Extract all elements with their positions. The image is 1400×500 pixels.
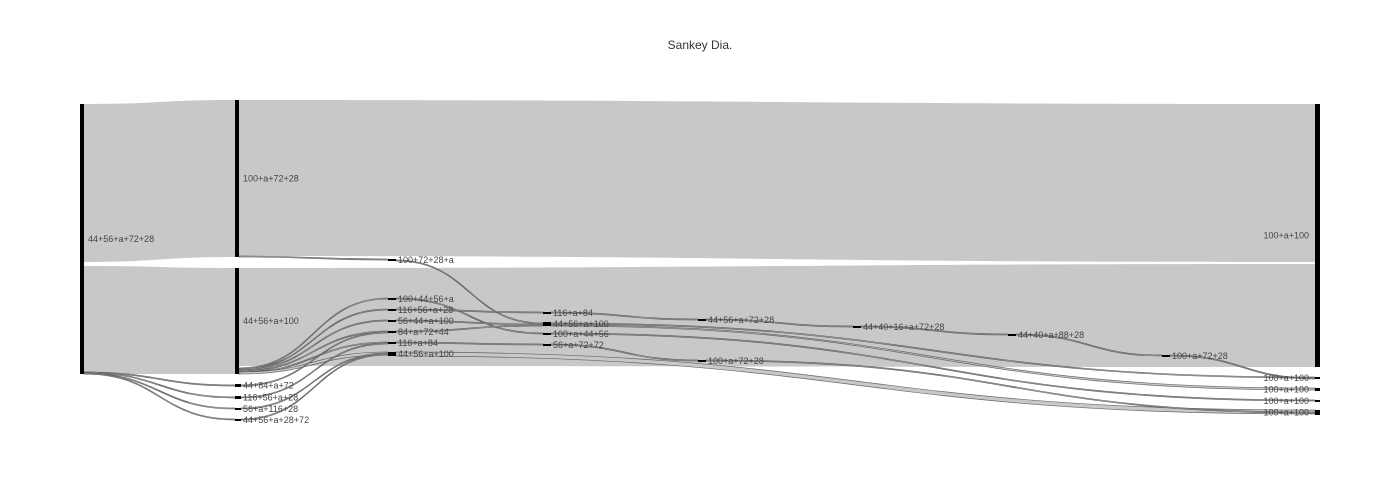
- nodes-layer: [80, 100, 1320, 421]
- sankey-node: [235, 419, 241, 421]
- sankey-node: [388, 342, 396, 344]
- sankey-node-label: 44+56+a+100: [553, 319, 609, 329]
- sankey-node: [388, 320, 396, 322]
- sankey-node: [235, 384, 241, 387]
- sankey-node-label: 84+a+72+44: [398, 327, 449, 337]
- sankey-node-label: 100+72+28+a: [398, 255, 454, 265]
- sankey-node: [388, 331, 396, 333]
- sankey-node-label: 100+a+100: [1263, 231, 1309, 241]
- sankey-node-label: 100+a+100: [1263, 408, 1309, 418]
- sankey-node: [1315, 400, 1320, 402]
- sankey-node: [1315, 104, 1320, 367]
- sankey-node-label: 116+56+a+28: [243, 393, 298, 403]
- sankey-node-label: 44+56+a+72+28: [708, 315, 774, 325]
- sankey-node: [80, 104, 84, 374]
- sankey-node: [1315, 388, 1320, 391]
- sankey-node-label: 100+a+100: [1263, 373, 1309, 383]
- sankey-node: [543, 312, 551, 314]
- sankey-node: [235, 396, 241, 399]
- sankey-node-label: 56+a+72+72: [553, 340, 604, 350]
- sankey-node: [388, 298, 396, 300]
- sankey-node: [1162, 355, 1170, 357]
- chart-title: Sankey Dia.: [667, 38, 733, 52]
- sankey-node-label: 100+a+44+56: [553, 329, 609, 339]
- sankey-node-label: 100+a+100: [1263, 385, 1309, 395]
- sankey-node: [1008, 334, 1016, 336]
- sankey-node: [543, 344, 551, 346]
- sankey-node: [235, 100, 239, 257]
- labels-layer: 44+56+a+72+28 100+a+72+28 44+56+a+100 44+84…: [88, 174, 1309, 426]
- sankey-node: [698, 319, 706, 321]
- sankey-node-label: 44+56+a+100: [243, 316, 299, 326]
- sankey-link: [84, 266, 235, 374]
- sankey-node-label: 44+56+a+100: [398, 349, 454, 359]
- sankey-node: [698, 360, 706, 362]
- sankey-node-label: 44+56+a+72+28: [88, 234, 154, 244]
- sankey-node-label: 100+44+56+a: [398, 294, 454, 304]
- sankey-node: [388, 309, 396, 311]
- sankey-node: [235, 268, 239, 374]
- sankey-node-label: 100+a+72+28: [243, 174, 299, 184]
- sankey-link: [238, 255, 389, 261]
- sankey-node-label: 116+a+84: [398, 338, 438, 348]
- sankey-link: [239, 100, 1315, 262]
- sankey-node: [543, 322, 551, 326]
- sankey-node-label: 44+40+16+a+72+28: [863, 322, 944, 332]
- sankey-link: [239, 264, 1315, 367]
- sankey-node: [1315, 377, 1320, 379]
- links-layer: [83, 100, 1316, 421]
- sankey-node-label: 116+a+84: [553, 308, 593, 318]
- sankey-node-label: 56+44+a+100: [398, 316, 454, 326]
- sankey-node: [388, 352, 396, 356]
- sankey-node: [388, 259, 396, 261]
- sankey-node-label: 100+a+72+28: [1172, 351, 1228, 361]
- sankey-node-label: 56+a+116+28: [243, 404, 298, 414]
- sankey-node-label: 100+a+100: [1263, 396, 1309, 406]
- sankey-node: [235, 408, 241, 410]
- sankey-node-label: 44+40+a+88+28: [1018, 330, 1084, 340]
- sankey-node-label: 116+56+a+28: [398, 305, 453, 315]
- sankey-node-label: 44+56+a+28+72: [243, 415, 309, 425]
- sankey-node-label: 100+a+72+28: [708, 356, 764, 366]
- sankey-node-label: 44+84+a+72: [243, 381, 294, 391]
- sankey-node: [1315, 410, 1320, 415]
- sankey-link: [84, 100, 235, 262]
- sankey-node: [543, 333, 551, 335]
- sankey-node: [853, 326, 861, 328]
